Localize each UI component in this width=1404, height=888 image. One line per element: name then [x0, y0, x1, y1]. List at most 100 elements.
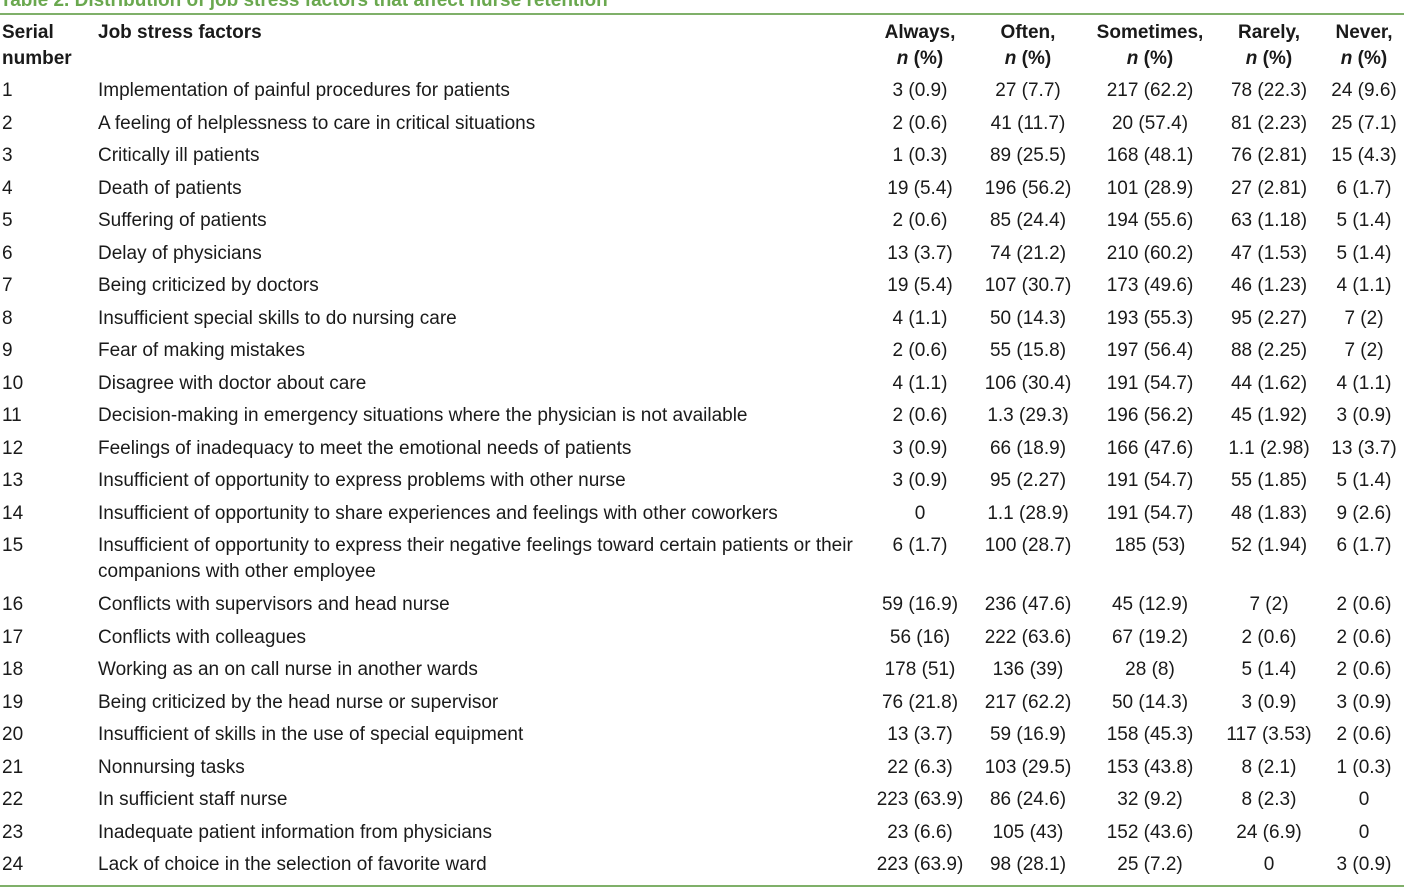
- table-row: 14 Insufficient of opportunity to share e…: [0, 501, 1404, 534]
- table-row: 8 Insufficient special skills to do nursi…: [0, 306, 1404, 339]
- table-row: 16 Conflicts with supervisors and head nu…: [0, 592, 1404, 625]
- cell-serial: 7: [2, 275, 13, 296]
- cell-serial: 13: [2, 470, 24, 491]
- table-row: 15 Insufficient of opportunity to express…: [0, 533, 1404, 592]
- cell-always: 23 (6.6): [887, 821, 953, 843]
- cell-often: 105 (43): [992, 821, 1064, 843]
- table-row: 23 Inadequate patient information from ph…: [0, 820, 1404, 853]
- cell-sometimes: 101 (28.9): [1106, 177, 1194, 199]
- table-row: 11 Decision-making in emergency situation…: [0, 403, 1404, 436]
- cell-always: 19 (5.4): [887, 275, 953, 296]
- cell-never: 15 (4.3): [1331, 145, 1397, 166]
- cell-sometimes: 191 (54.7): [1106, 372, 1194, 394]
- cell-never: 0: [1358, 821, 1370, 843]
- header-never-pct: (%): [1352, 48, 1388, 69]
- table-row: 19 Being criticized by the head nurse or …: [0, 690, 1404, 723]
- cell-often: 66 (18.9): [989, 437, 1067, 459]
- cell-never: 6 (1.7): [1336, 535, 1392, 556]
- header-rarely-n: n: [1245, 48, 1258, 69]
- table-row: 3 Critically ill patients 1 (0.3) 89 (25.5)…: [0, 143, 1404, 176]
- cell-factor: Working as an on call nurse in another w…: [98, 659, 478, 680]
- cell-sometimes: 152 (43.6): [1106, 821, 1194, 843]
- table-row: 21 Nonnursing tasks 22 (6.3) 103 (29.5) 153 …: [0, 755, 1404, 788]
- table-row: 1 Implementation of painful procedures fo…: [0, 78, 1404, 111]
- cell-factor: Feelings of inadequacy to meet the emoti…: [98, 437, 632, 459]
- cell-never: 5 (1.4): [1336, 242, 1392, 264]
- table-row: 20 Insufficient of skills in the use of s…: [0, 722, 1404, 755]
- cell-often: 59 (16.9): [989, 724, 1067, 745]
- cell-serial: 3: [2, 145, 13, 166]
- cell-factor: Suffering of patients: [98, 210, 267, 231]
- cell-rarely: 81 (2.23): [1230, 112, 1308, 134]
- cell-rarely: 47 (1.53): [1230, 242, 1308, 264]
- header-sometimes-n: n: [1126, 48, 1139, 69]
- table-bottom-rule: [0, 885, 1404, 887]
- cell-rarely: 5 (1.4): [1241, 659, 1297, 680]
- cell-never: 2 (0.6): [1336, 594, 1392, 615]
- cell-serial: 18: [2, 659, 24, 680]
- cell-serial: 12: [2, 437, 24, 459]
- cell-never: 3 (0.9): [1336, 691, 1392, 713]
- cell-sometimes: 20 (57.4): [1111, 112, 1189, 134]
- cell-often: 74 (21.2): [989, 242, 1067, 264]
- cell-never: 5 (1.4): [1336, 210, 1392, 231]
- cell-factor: Insufficient of skills in the use of spe…: [98, 724, 524, 745]
- cell-sometimes: 196 (56.2): [1106, 405, 1194, 426]
- cell-sometimes: 185 (53): [1114, 535, 1186, 556]
- cell-never: 4 (1.1): [1336, 275, 1392, 296]
- cell-often: 27 (7.7): [995, 80, 1061, 101]
- cell-always: 1 (0.3): [892, 145, 948, 166]
- cell-often: 222 (63.6): [984, 626, 1072, 648]
- cell-factor: Fear of making mistakes: [98, 340, 305, 361]
- header-never: Never, n (%): [1324, 18, 1404, 78]
- cell-often: 100 (28.7): [984, 535, 1072, 556]
- cell-often: 236 (47.6): [984, 594, 1072, 615]
- cell-often: 41 (11.7): [990, 112, 1066, 134]
- cell-factor: Decision-making in emergency situations …: [98, 405, 748, 426]
- table-row: 22 In sufficient staff nurse 223 (63.9) 86 …: [0, 787, 1404, 820]
- cell-serial: 11: [2, 405, 22, 426]
- cell-often: 1.3 (29.3): [987, 405, 1069, 426]
- cell-often: 196 (56.2): [984, 177, 1072, 199]
- cell-sometimes: 67 (19.2): [1111, 626, 1189, 648]
- cell-serial: 2: [2, 112, 13, 134]
- table-row: 18 Working as an on call nurse in another…: [0, 657, 1404, 690]
- cell-serial: 4: [2, 177, 13, 199]
- header-rarely-label: Rarely,: [1238, 22, 1300, 43]
- cell-factor: A feeling of helplessness to care in cri…: [98, 112, 536, 134]
- cell-serial: 10: [2, 372, 24, 394]
- cell-sometimes: 193 (55.3): [1106, 307, 1194, 329]
- cell-never: 3 (0.9): [1336, 405, 1392, 426]
- header-serial: Serial number: [0, 18, 90, 78]
- header-serial-line2: number: [2, 48, 72, 69]
- table-row: 13 Insufficient of opportunity to express…: [0, 468, 1404, 501]
- cell-serial: 23: [2, 821, 24, 843]
- table-top-rule: [0, 13, 1404, 15]
- table-row: 9 Fear of making mistakes 2 (0.6) 55 (15.8)…: [0, 338, 1404, 371]
- cell-sometimes: 197 (56.4): [1106, 340, 1194, 361]
- cell-serial: 22: [2, 789, 24, 810]
- cell-never: 2 (0.6): [1336, 724, 1392, 745]
- cell-never: 2 (0.6): [1336, 626, 1392, 648]
- header-never-n: n: [1340, 48, 1353, 69]
- cell-never: 6 (1.7): [1336, 177, 1392, 199]
- cell-rarely: 8 (2.1): [1241, 756, 1297, 778]
- cell-serial: 9: [2, 340, 13, 361]
- cell-often: 107 (30.7): [984, 275, 1072, 296]
- cell-never: 1 (0.3): [1336, 756, 1392, 778]
- header-always-n: n: [896, 48, 909, 69]
- table-row: 10 Disagree with doctor about care 4 (1.1)…: [0, 371, 1404, 404]
- cell-never: 2 (0.6): [1336, 659, 1392, 680]
- cell-rarely: 117 (3.53): [1226, 724, 1312, 745]
- cell-sometimes: 158 (45.3): [1106, 724, 1194, 745]
- header-always-pct: (%): [908, 48, 944, 69]
- cell-sometimes: 25 (7.2): [1117, 854, 1183, 875]
- cell-sometimes: 32 (9.2): [1117, 789, 1183, 810]
- cell-rarely: 46 (1.23): [1230, 275, 1308, 296]
- cell-never: 7 (2): [1344, 307, 1384, 329]
- cell-rarely: 78 (22.3): [1230, 80, 1308, 101]
- cell-always: 59 (16.9): [881, 594, 959, 615]
- header-sometimes-label: Sometimes,: [1096, 22, 1204, 43]
- cell-always: 223 (63.9): [876, 789, 964, 810]
- cell-rarely: 52 (1.94): [1230, 535, 1308, 556]
